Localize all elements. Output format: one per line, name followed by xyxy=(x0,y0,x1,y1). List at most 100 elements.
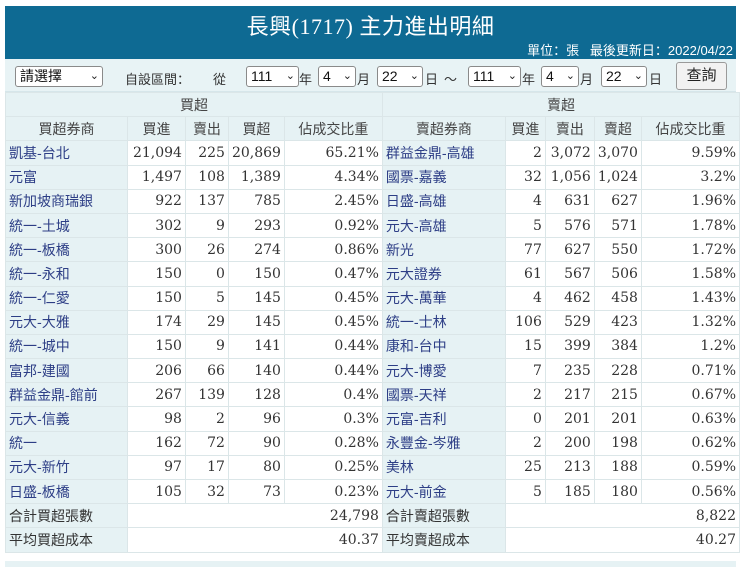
col-header-buy-out: 賣出 xyxy=(184,116,229,142)
sell-broker-link[interactable]: 元富-吉利 xyxy=(381,406,506,432)
from-day-value: 22 xyxy=(382,68,398,84)
sell-broker-link[interactable]: 統一-士林 xyxy=(381,309,506,335)
sell-broker-link[interactable]: 群益金鼎-高雄 xyxy=(381,140,506,166)
buy-in-value: 98 xyxy=(126,406,186,432)
page-title: 長興(1717) 主力進出明細 xyxy=(246,14,495,39)
sell-net-value: 423 xyxy=(593,309,642,335)
sell-broker-link[interactable]: 國票-天祥 xyxy=(381,382,506,408)
sell-in-value: 7 xyxy=(504,358,546,384)
sell-net-value: 384 xyxy=(593,333,642,360)
buy-broker-link[interactable]: 元大-新竹 xyxy=(5,454,128,481)
buy-broker-link[interactable]: 元富 xyxy=(5,164,128,190)
table-row: 統一-仁愛 150 5 145 0.45% 元大-萬華 4 462 458 1.43% xyxy=(5,285,740,311)
buy-in-value: 150 xyxy=(126,285,186,311)
sell-net-value: 506 xyxy=(593,261,642,287)
range-separator: ～ xyxy=(444,72,458,87)
buy-out-value: 225 xyxy=(184,140,229,166)
sell-net-value: 571 xyxy=(593,212,642,239)
buy-net-value: 274 xyxy=(227,237,285,263)
sell-out-value: 631 xyxy=(544,188,595,214)
buy-broker-link[interactable]: 新加坡商瑞銀 xyxy=(5,188,128,214)
year-unit: 年 xyxy=(522,72,536,87)
buy-total-value: 24,798 xyxy=(126,503,383,529)
preset-range-value: 請選擇 xyxy=(20,68,62,84)
col-header-sell-out: 賣出 xyxy=(544,116,595,142)
col-header-sell-pct: 佔成交比重 xyxy=(640,116,740,142)
chevron-down-icon: ⌄ xyxy=(285,70,295,82)
sell-broker-link[interactable]: 元大-高雄 xyxy=(381,212,506,239)
sell-broker-link[interactable]: 美林 xyxy=(381,454,506,481)
buy-pct-value: 2.45% xyxy=(283,188,383,214)
buy-broker-link[interactable]: 統一-永和 xyxy=(5,261,128,287)
buy-pct-value: 0.3% xyxy=(283,406,383,432)
preset-range-select[interactable]: 請選擇 ⌄ xyxy=(15,66,103,87)
sell-out-value: 200 xyxy=(544,430,595,456)
buy-broker-link[interactable]: 元大-大雅 xyxy=(5,309,128,335)
buy-broker-link[interactable]: 統一-仁愛 xyxy=(5,285,128,311)
sell-broker-link[interactable]: 國票-嘉義 xyxy=(381,164,506,190)
buy-pct-value: 0.23% xyxy=(283,478,383,505)
table-row: 統一-城中 150 9 141 0.44% 康和-台中 15 399 384 1.2% xyxy=(5,333,740,360)
custom-range-label: 自設區間： xyxy=(125,72,191,87)
buy-broker-link[interactable]: 日盛-板橋 xyxy=(5,478,128,505)
table-row: 凱基-台北 21,094 225 20,869 65.21% 群益金鼎-高雄 2 3,072 3… xyxy=(5,140,740,166)
table-row: 統一 162 72 90 0.28% 永豐金-岑雅 2 200 198 0.62% xyxy=(5,430,740,456)
sell-out-value: 3,072 xyxy=(544,140,595,166)
col-header-buy-pct: 佔成交比重 xyxy=(283,116,383,142)
buy-net-value: 128 xyxy=(227,382,285,408)
from-day-select[interactable]: 22 ⌄ xyxy=(377,66,423,87)
sell-net-value: 198 xyxy=(593,430,642,456)
to-year-select[interactable]: 111 ⌄ xyxy=(468,66,521,87)
buy-in-value: 1,497 xyxy=(126,164,186,190)
buy-broker-link[interactable]: 元大-信義 xyxy=(5,406,128,432)
sell-broker-link[interactable]: 元大-萬華 xyxy=(381,285,506,311)
sell-out-value: 576 xyxy=(544,212,595,239)
buy-out-value: 2 xyxy=(184,406,229,432)
sell-out-value: 1,056 xyxy=(544,164,595,190)
sell-broker-link[interactable]: 元大證券 xyxy=(381,261,506,287)
buy-broker-link[interactable]: 統一-板橋 xyxy=(5,237,128,263)
column-header-row: 買超券商 買進 賣出 買超 佔成交比重 賣超券商 買進 賣出 賣超 佔成交比重 xyxy=(5,116,740,142)
buy-out-value: 17 xyxy=(184,454,229,481)
sell-net-value: 458 xyxy=(593,285,642,311)
sell-net-value: 550 xyxy=(593,237,642,263)
table-row: 元大-信義 98 2 96 0.3% 元富-吉利 0 201 201 0.63% xyxy=(5,406,740,432)
buy-broker-link[interactable]: 群益金鼎-館前 xyxy=(5,382,128,408)
sell-in-value: 0 xyxy=(504,406,546,432)
chevron-down-icon: ⌄ xyxy=(342,70,352,82)
chevron-down-icon: ⌄ xyxy=(633,70,643,82)
sell-broker-link[interactable]: 康和-台中 xyxy=(381,333,506,360)
title-banner: 長興(1717) 主力進出明細 單位：張 最後更新日：2022/04/22 xyxy=(5,6,736,59)
buy-pct-value: 0.92% xyxy=(283,212,383,239)
from-month-select[interactable]: 4 ⌄ xyxy=(318,66,356,87)
buy-out-value: 137 xyxy=(184,188,229,214)
buy-broker-link[interactable]: 凱基-台北 xyxy=(5,140,128,166)
from-year-select[interactable]: 111 ⌄ xyxy=(246,66,299,87)
to-day-select[interactable]: 22 ⌄ xyxy=(601,66,647,87)
query-button[interactable]: 查詢 xyxy=(676,62,727,90)
sell-broker-link[interactable]: 日盛-高雄 xyxy=(381,188,506,214)
col-header-sell-broker: 賣超券商 xyxy=(381,116,506,142)
buy-in-value: 150 xyxy=(126,333,186,360)
sell-broker-link[interactable]: 永豐金-岑雅 xyxy=(381,430,506,456)
broker-table: 買超 賣超 買超券商 買進 賣出 買超 佔成交比重 賣超券商 買進 賣出 賣超 … xyxy=(5,91,740,553)
buy-out-value: 108 xyxy=(184,164,229,190)
buy-net-value: 140 xyxy=(227,358,285,384)
sell-broker-link[interactable]: 元大-前金 xyxy=(381,478,506,505)
sell-in-value: 5 xyxy=(504,212,546,239)
section-title-row: 買超 賣超 xyxy=(5,91,740,118)
sell-broker-link[interactable]: 元大-博愛 xyxy=(381,358,506,384)
sell-pct-value: 1.58% xyxy=(640,261,740,287)
buy-broker-link[interactable]: 統一-城中 xyxy=(5,333,128,360)
year-unit: 年 xyxy=(299,72,313,87)
buy-broker-link[interactable]: 統一-土城 xyxy=(5,212,128,239)
buy-broker-link[interactable]: 統一 xyxy=(5,430,128,456)
from-label: 從 xyxy=(213,72,227,87)
sell-in-value: 25 xyxy=(504,454,546,481)
buy-broker-link[interactable]: 富邦-建國 xyxy=(5,358,128,384)
sell-pct-value: 0.63% xyxy=(640,406,740,432)
sell-net-value: 627 xyxy=(593,188,642,214)
buy-out-value: 32 xyxy=(184,478,229,505)
sell-broker-link[interactable]: 新光 xyxy=(381,237,506,263)
to-month-select[interactable]: 4 ⌄ xyxy=(541,66,579,87)
